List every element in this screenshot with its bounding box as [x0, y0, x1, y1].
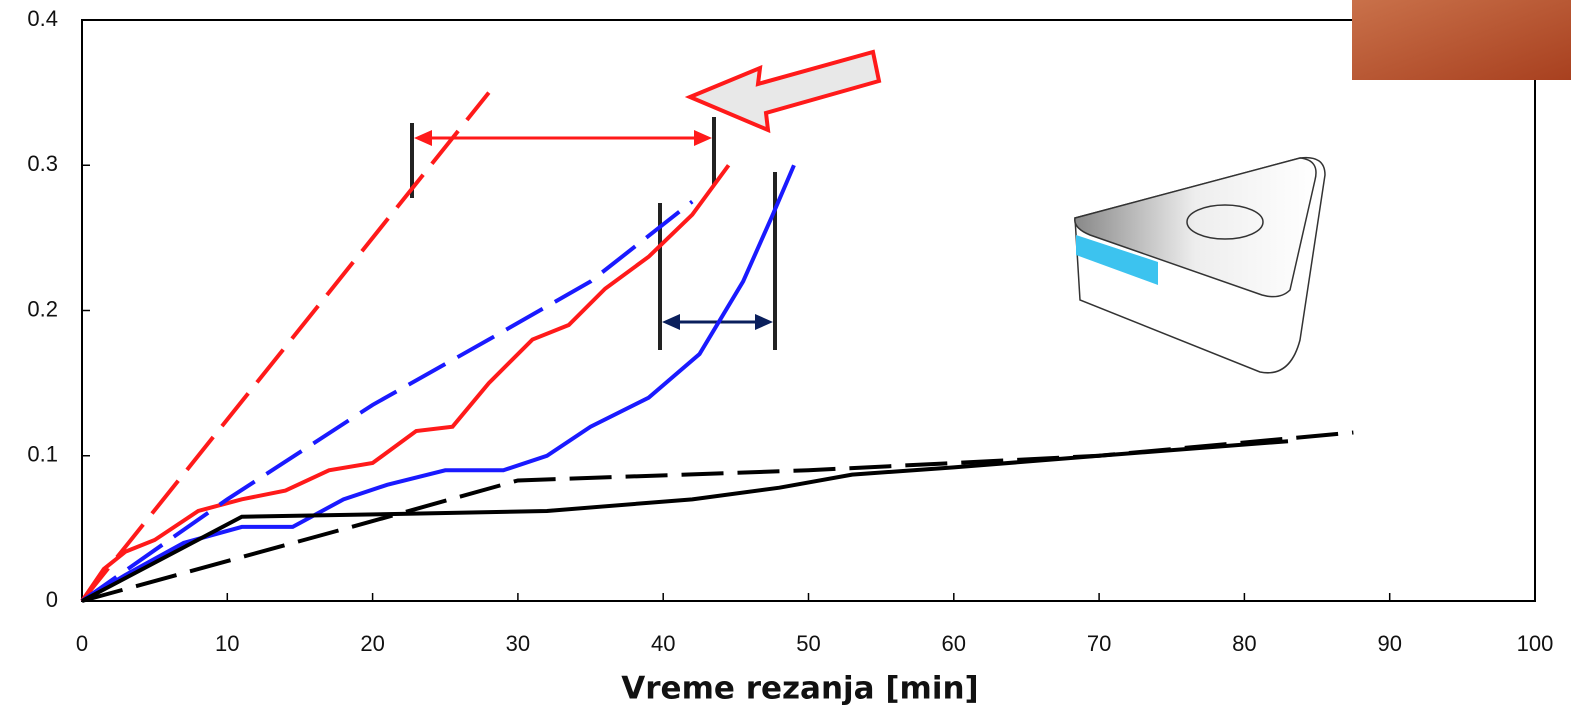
x-tick-label: 10	[215, 631, 239, 656]
series-line	[82, 202, 692, 601]
y-tick-label: 0.1	[27, 442, 58, 467]
x-axis-label: Vreme rezanja [min]	[621, 671, 978, 707]
corner-image	[1352, 0, 1571, 80]
series-line	[82, 165, 729, 601]
x-tick-label: 50	[796, 631, 820, 656]
x-tick-label: 0	[76, 631, 88, 656]
page: {"chart_data": {"type": "line", "x_label…	[0, 0, 1571, 727]
series-line	[82, 441, 1288, 601]
x-tick-label: 60	[942, 631, 966, 656]
insert-illustration	[1075, 158, 1325, 373]
red-interval	[412, 117, 714, 198]
x-tick-label: 80	[1232, 631, 1256, 656]
y-tick-label: 0.4	[27, 6, 58, 31]
chart: Vreme rezanja [min] 0 10 20 30 40 50 60 70 80 90 1…	[0, 0, 1571, 722]
x-tick-label: 30	[506, 631, 530, 656]
pointer-arrow	[690, 52, 879, 130]
series-line	[82, 93, 489, 601]
x-tick-label: 100	[1517, 631, 1554, 656]
y-tick-label: 0	[46, 587, 58, 612]
x-tick-label: 40	[651, 631, 675, 656]
y-tick-label: 0.2	[27, 296, 58, 321]
x-tick-label: 70	[1087, 631, 1111, 656]
x-tick-label: 90	[1377, 631, 1401, 656]
y-tick-label: 0.3	[27, 151, 58, 176]
series-line	[82, 165, 794, 601]
x-tick-label: 20	[360, 631, 384, 656]
